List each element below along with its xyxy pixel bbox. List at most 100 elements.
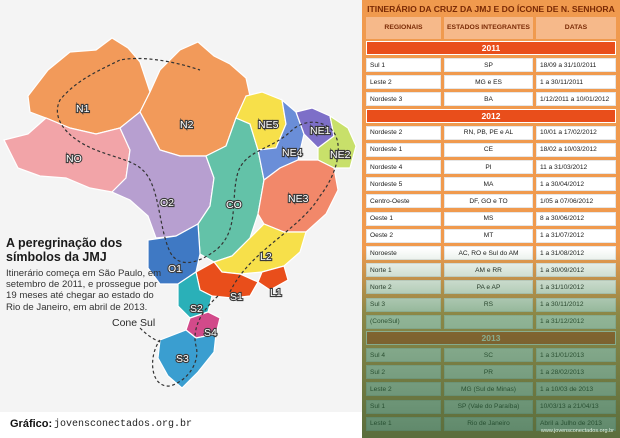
cell-estados: MG (Sul de Minas) [444, 382, 533, 397]
label-no: NO [66, 153, 82, 165]
cell-estados: Rio de Janeiro [444, 416, 533, 431]
cell-datas: 1 a 30/04/2012 [536, 177, 616, 192]
cell-estados: SP [444, 58, 533, 72]
cell-datas: 18/02 a 10/03/2012 [536, 142, 616, 157]
label-s3: S3 [176, 353, 189, 365]
cell-regional: Norte 1 [366, 263, 441, 278]
cell-regional: Leste 2 [366, 382, 441, 397]
credit-url: jovensconectados.org.br [54, 419, 193, 430]
itinerary-table: ITINERÁRIO DA CRUZ DA JMJ E DO ÍCONE DE … [362, 0, 620, 438]
cell-datas: 18/09 a 31/10/2011 [536, 58, 616, 72]
label-n1: N1 [76, 103, 90, 115]
cell-datas: 1/05 a 07/06/2012 [536, 194, 616, 209]
region-l1 [257, 265, 289, 291]
route-line-cone-sul [139, 327, 161, 343]
cell-regional: Nordeste 5 [366, 177, 441, 192]
label-cone-sul: Cone Sul [112, 317, 155, 329]
credit-bar: Gráfico: jovensconectados.org.br [0, 412, 362, 438]
label-ne4: NE4 [282, 147, 303, 159]
cell-estados: DF, GO e TO [444, 194, 533, 209]
cell-regional: Nordeste 3 [366, 92, 441, 107]
table-row: Noroeste AC, RO e Sul do AM 1 a 31/08/2012 [366, 245, 616, 262]
cell-regional: Sul 2 [366, 365, 441, 380]
label-o2: O2 [160, 197, 174, 209]
brazil-map: N1 N2 NO NE5 NE1 NE4 NE2 CO NE3 O2 O1 L2… [3, 37, 357, 389]
cell-datas: 1 a 30/11/2012 [536, 297, 616, 312]
cell-regional: Sul 1 [366, 58, 441, 72]
cell-regional: Sul 3 [366, 297, 441, 312]
cell-datas: 10/01 a 17/02/2012 [536, 125, 616, 140]
cell-estados: MG e ES [444, 75, 533, 90]
cell-datas: 1 a 28/02/2013 [536, 365, 616, 380]
cell-regional: Norte 2 [366, 280, 441, 295]
cell-datas: 1 a 31/08/2012 [536, 246, 616, 260]
label-ne2: NE2 [330, 149, 351, 161]
cell-regional: Nordeste 2 [366, 125, 441, 140]
table-row: (ConeSul) 1 a 31/12/2012 [366, 314, 616, 331]
table-row: Nordeste 5 MA 1 a 30/04/2012 [366, 176, 616, 193]
cell-regional: Nordeste 1 [366, 142, 441, 157]
cell-estados: SP (Vale do Paraíba) [444, 399, 533, 414]
cell-regional: Leste 2 [366, 75, 441, 90]
label-s1: S1 [230, 291, 243, 303]
label-l2: L2 [260, 251, 272, 263]
cell-datas: 1 a 10/03 de 2013 [536, 382, 616, 397]
route-line-south [152, 295, 219, 387]
label-ne1: NE1 [310, 125, 331, 137]
cell-datas: 1 a 31/10/2012 [536, 280, 616, 295]
header-datas: DATAS [536, 17, 616, 39]
label-ne3: NE3 [288, 193, 309, 205]
cell-datas: 1/12/2011 a 10/01/2012 [536, 92, 616, 107]
footer-url: www.jovensconectados.org.br [540, 428, 614, 434]
table-row: Leste 2 MG e ES 1 a 30/11/2011 [366, 74, 616, 91]
route-line [56, 57, 339, 293]
table-row: Centro-Oeste DF, GO e TO 1/05 a 07/06/2012 [366, 193, 616, 210]
table-row: Oeste 2 MT 1 a 31/07/2012 [366, 228, 616, 245]
region-s3 [157, 329, 217, 389]
table-row: Sul 3 RS 1 a 30/11/2012 [366, 297, 616, 314]
cell-regional: (ConeSul) [366, 314, 441, 329]
cell-regional: Nordeste 4 [366, 160, 441, 174]
label-s2: S2 [190, 303, 203, 315]
cell-estados: RN, PB, PE e AL [444, 125, 533, 140]
year-band: 2011 [366, 41, 616, 55]
cell-regional: Sul 1 [366, 399, 441, 414]
cell-datas: 1 a 30/09/2012 [536, 263, 616, 278]
label-o1: O1 [168, 263, 182, 275]
cell-datas: 1 a 31/12/2012 [536, 314, 616, 329]
label-n2: N2 [180, 119, 194, 131]
cell-estados [444, 314, 533, 329]
cell-datas: 1 a 31/07/2012 [536, 228, 616, 243]
credit-label: Gráfico: [10, 418, 53, 430]
cell-datas: 1 a 31/01/2013 [536, 348, 616, 362]
cell-estados: SC [444, 348, 533, 362]
region-ne3 [257, 159, 339, 233]
label-ne5: NE5 [258, 119, 279, 131]
cell-regional: Oeste 2 [366, 228, 441, 243]
table-row: Sul 2 PR 1 a 28/02/2013 [366, 364, 616, 381]
table-row: Nordeste 3 BA 1/12/2011 a 10/01/2012 [366, 91, 616, 108]
map-panel: N1 N2 NO NE5 NE1 NE4 NE2 CO NE3 O2 O1 L2… [0, 0, 362, 438]
cell-estados: CE [444, 142, 533, 157]
cell-datas: 10/03/13 a 21/04/13 [536, 399, 616, 414]
cell-estados: PA e AP [444, 280, 533, 295]
cell-estados: MS [444, 211, 533, 226]
cell-estados: MT [444, 228, 533, 243]
cell-estados: AC, RO e Sul do AM [444, 246, 533, 260]
cell-regional: Leste 1 [366, 416, 441, 431]
table-row: Sul 1 SP (Vale do Paraíba) 10/03/13 a 21/0… [366, 399, 616, 416]
table-row: Norte 1 AM e RR 1 a 30/09/2012 [366, 262, 616, 279]
cell-regional: Sul 4 [366, 348, 441, 362]
table-row: Oeste 1 MS 8 a 30/06/2012 [366, 211, 616, 228]
cell-datas: 1 a 30/11/2011 [536, 75, 616, 90]
table-title: ITINERÁRIO DA CRUZ DA JMJ E DO ÍCONE DE … [367, 4, 615, 14]
table-row: Leste 2 MG (Sul de Minas) 1 a 10/03 de 201… [366, 381, 616, 398]
cell-estados: PI [444, 160, 533, 174]
cell-estados: PR [444, 365, 533, 380]
cell-estados: AM e RR [444, 263, 533, 278]
table-row: Norte 2 PA e AP 1 a 31/10/2012 [366, 279, 616, 296]
year-band: 2012 [366, 108, 616, 123]
label-co: CO [226, 199, 242, 211]
cell-datas: 11 a 31/03/2012 [536, 160, 616, 174]
cell-estados: MA [444, 177, 533, 192]
